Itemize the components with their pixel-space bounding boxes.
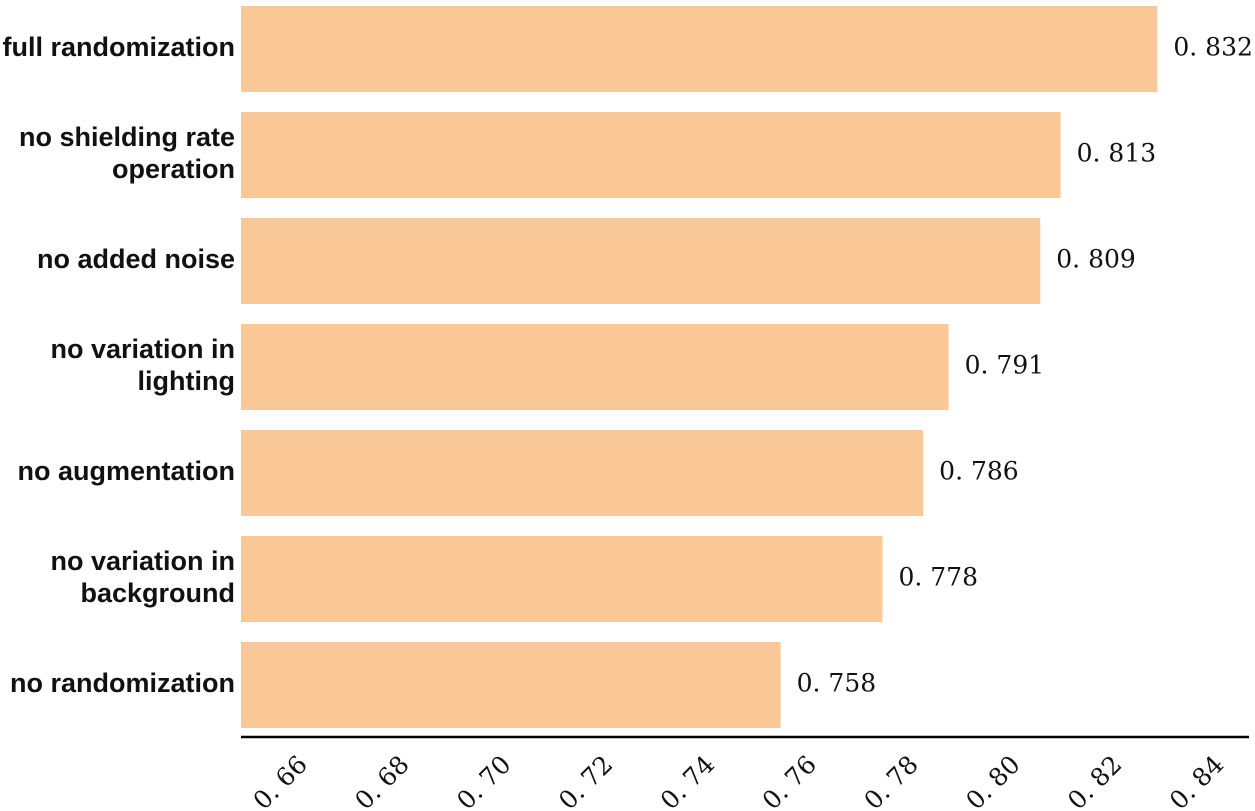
category-label-1: full randomization (3, 32, 236, 62)
value-label-7: 0. 758 (797, 669, 877, 698)
value-label-6: 0. 778 (898, 563, 978, 592)
category-label-line: background (80, 578, 235, 608)
category-label-line: full randomization (3, 32, 236, 62)
x-tick-label-3: 0. 70 (451, 750, 516, 811)
category-label-line: no augmentation (18, 456, 236, 486)
category-label-line: lighting (138, 366, 235, 396)
category-label-line: no randomization (10, 668, 235, 698)
bar-4 (241, 324, 949, 410)
category-label-2: no shielding rate operation (19, 122, 235, 184)
category-label-line: no shielding rate (19, 122, 235, 152)
x-tick-label-8: 0. 80 (960, 750, 1025, 811)
category-label-7: no randomization (10, 668, 235, 698)
bar-2 (241, 112, 1061, 198)
x-tick-label-6: 0. 76 (757, 750, 822, 811)
value-label-5: 0. 786 (939, 457, 1019, 486)
x-tick-label-5: 0. 74 (655, 750, 720, 811)
bar-7 (241, 642, 781, 728)
x-tick-label-7: 0. 78 (858, 750, 923, 811)
value-label-2: 0. 813 (1077, 139, 1157, 168)
bar-6 (241, 536, 883, 622)
category-label-line: no variation in (50, 334, 235, 364)
value-label-3: 0. 809 (1056, 245, 1136, 274)
bar-1 (241, 6, 1158, 92)
x-tick-label-2: 0. 68 (349, 750, 414, 811)
x-tick-label-9: 0. 82 (1062, 750, 1127, 811)
category-label-line: operation (112, 154, 235, 184)
category-label-4: no variation in lighting (50, 334, 235, 396)
x-tick-label-1: 0. 66 (247, 750, 312, 811)
bar-3 (241, 218, 1041, 304)
category-label-5: no augmentation (18, 456, 236, 486)
bar-5 (241, 430, 924, 516)
category-label-line: no added noise (37, 244, 235, 274)
value-label-4: 0. 791 (965, 351, 1045, 380)
value-label-1: 0. 832 (1173, 33, 1253, 62)
x-tick-label-10: 0. 84 (1164, 750, 1229, 811)
category-label-6: no variation in background (50, 546, 235, 608)
category-label-3: no added noise (37, 244, 235, 274)
x-tick-label-4: 0. 72 (553, 750, 618, 811)
category-label-line: no variation in (50, 546, 235, 576)
